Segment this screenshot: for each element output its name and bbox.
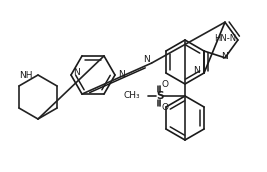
Text: N: N — [118, 69, 125, 78]
Text: HN-N: HN-N — [214, 35, 236, 44]
Text: O: O — [162, 79, 169, 89]
Text: S: S — [156, 91, 164, 101]
Text: N: N — [73, 68, 80, 77]
Text: NH: NH — [19, 71, 33, 79]
Text: N: N — [193, 66, 200, 75]
Text: N: N — [143, 55, 150, 64]
Text: CH₃: CH₃ — [123, 92, 140, 100]
Text: N: N — [222, 52, 228, 61]
Text: O: O — [162, 104, 169, 112]
